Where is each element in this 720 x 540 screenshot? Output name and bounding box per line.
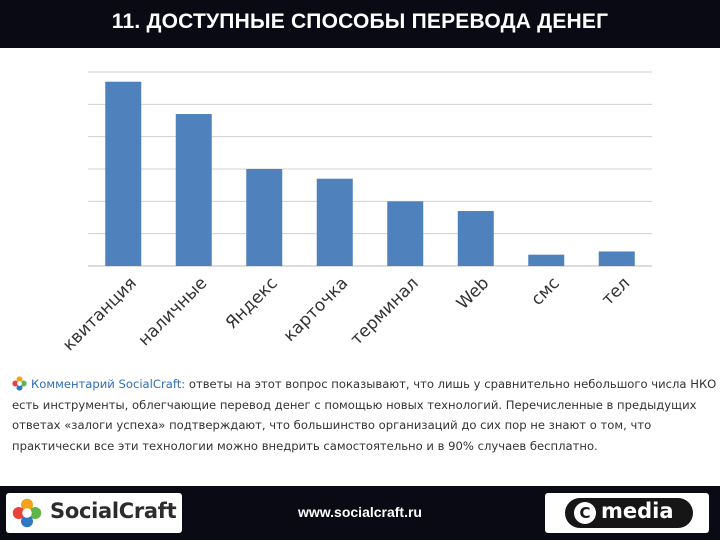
bar-1 (105, 81, 142, 266)
bar-2 (175, 114, 212, 267)
bar-7 (528, 254, 565, 266)
chart-grid (88, 71, 652, 267)
comment-prefix: Комментарий SocialCraft: (31, 377, 186, 391)
socialcraft-flower-icon (12, 376, 27, 391)
x-tick-label: наличные (135, 273, 212, 350)
socialcraft-logo-text: SocialCraft (50, 499, 177, 523)
comment-block: Комментарий SocialCraft: ответы на этот … (12, 374, 717, 456)
cmedia-c-icon: C (574, 502, 596, 524)
x-tick-label: Яндекс (222, 273, 282, 333)
x-tick-label: квитанция (59, 273, 141, 355)
x-tick-label: карточка (280, 273, 352, 345)
footer-bar: SocialCraft www.socialcraft.ru C media (0, 486, 720, 540)
bar-8 (598, 251, 635, 266)
page-title: 11. ДОСТУПНЫЕ СПОСОБЫ ПЕРЕВОДА ДЕНЕГ (111, 10, 609, 33)
chart-bars (105, 81, 635, 267)
footer-url-link[interactable]: www.socialcraft.ru (298, 504, 422, 520)
title-bar: 11. ДОСТУПНЫЕ СПОСОБЫ ПЕРЕВОДА ДЕНЕГ (0, 0, 720, 48)
comment-text: ответы на этот вопрос показывают, что ли… (12, 377, 717, 453)
cmedia-logo-text: media (601, 499, 674, 523)
bar-3 (246, 169, 283, 266)
cmedia-logo[interactable]: C media (545, 493, 709, 533)
x-tick-label: Web (453, 273, 493, 313)
x-tick-label: терминал (347, 273, 423, 349)
bar-6 (457, 211, 494, 266)
x-tick-label: смс (527, 273, 563, 309)
x-tick-label: тел (598, 273, 634, 309)
socialcraft-flower-logo-icon (12, 498, 42, 528)
cmedia-badge: C media (565, 498, 693, 528)
bar-5 (387, 201, 424, 266)
bar-4 (316, 178, 353, 266)
socialcraft-logo[interactable]: SocialCraft (6, 493, 182, 533)
